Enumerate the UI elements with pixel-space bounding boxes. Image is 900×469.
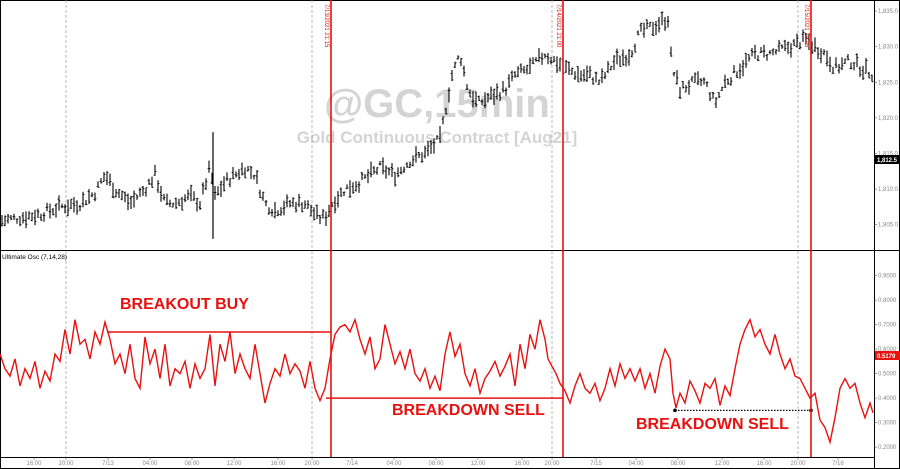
breakdown-sell-label-1: BREAKDOWN SELL [392,402,545,419]
price-tick-label: 1,825.0 [878,80,899,86]
osc-tick-label: 0.8000 [878,298,897,304]
osc-tick-label: 0.2000 [878,445,897,451]
osc-tick-label: 0.4000 [878,396,897,402]
time-tick-label: 08:00 [184,461,200,467]
last-osc-value: 0.5179 [877,354,896,360]
price-tick-label: 1,830.0 [878,45,899,51]
time-tick-label: 12:00 [714,461,730,467]
time-tick-label: 08:00 [428,461,444,467]
price-bars [0,11,874,239]
last-price-tag: 1,812.5 [875,155,900,164]
breakdown-sell-label-2: BREAKDOWN SELL [636,416,789,433]
time-tick-label: 08:00 [670,461,686,467]
time-tick-label: 16:00 [270,461,286,467]
chart-watermark: @GC,15min [324,82,550,126]
price-tick-label: 1,820.0 [878,116,899,122]
level-anchor-point [673,408,677,413]
signal-time-label: 7/15/2021 20:45 [803,4,809,48]
time-tick-label: 20:00 [790,461,806,467]
last-price-value: 1,812.5 [877,158,898,164]
osc-tick-label: 0.9000 [878,274,897,280]
price-tick-label: 1,835.0 [878,9,899,15]
time-tick-label: 04:00 [142,461,158,467]
session-gridlines [65,0,799,457]
time-axis: 16:00 20:00 7/13 04:00 08:00 12:00 16:00 20:00 7… [26,457,844,467]
time-tick-label: 7/15 [590,461,602,467]
signal-lines: 7/13/2021 21:15 7/14/2021 21:00 7/15/2021 … [323,0,812,457]
time-tick-label: 12:00 [470,461,486,467]
oscillator-line [0,317,874,445]
signal-levels [107,331,813,413]
osc-tick-label: 0.6000 [878,347,897,353]
breakout-buy-label: BREAKOUT BUY [120,296,249,313]
time-tick-label: 04:00 [386,461,402,467]
price-axis: 1,835.0 1,830.0 1,825.0 1,820.0 1,815.0 1,810… [874,9,899,229]
price-tick-label: 1,815.0 [878,151,899,157]
time-tick-label: 7/16 [832,461,844,467]
time-tick-label: 7/13 [102,461,114,467]
price-tick-label: 1,805.0 [878,223,899,229]
time-tick-label: 20:00 [58,461,74,467]
oscillator-axis: 0.9000 0.8000 0.7000 0.6000 0.5000 0.4000 0.30… [874,274,897,451]
time-tick-label: 16:00 [514,461,530,467]
time-tick-label: 16:00 [26,461,42,467]
time-tick-label: 16:00 [756,461,772,467]
last-osc-tag: 0.5179 [875,351,900,360]
time-tick-label: 20:00 [544,461,560,467]
osc-tick-label: 0.5000 [878,372,897,378]
signal-time-label: 7/13/2021 21:15 [323,4,329,48]
oscillator-title: Ultimate Osc (7,14,28) [2,254,67,261]
osc-tick-label: 0.3000 [878,421,897,427]
price-tick-label: 1,810.0 [878,187,899,193]
time-tick-label: 20:00 [304,461,320,467]
time-tick-label: 7/14 [346,461,358,467]
osc-tick-label: 0.7000 [878,323,897,329]
time-tick-label: 04:00 [628,461,644,467]
signal-time-label: 7/14/2021 21:00 [555,4,561,48]
time-tick-label: 12:00 [226,461,242,467]
